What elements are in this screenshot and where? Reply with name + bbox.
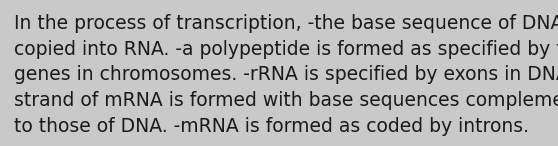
Text: In the process of transcription, -the base sequence of DNA is
copied into RNA. -: In the process of transcription, -the ba… [14, 14, 558, 136]
